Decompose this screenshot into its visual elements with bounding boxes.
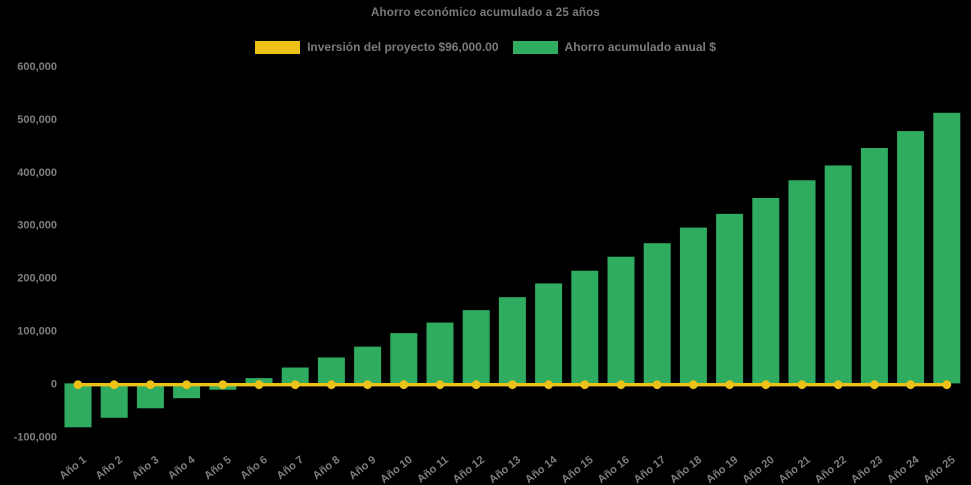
legend-item-investment: Inversión del proyecto $96,000.00 bbox=[255, 40, 499, 54]
bar-año-24 bbox=[897, 131, 925, 384]
investment-marker-8 bbox=[327, 380, 336, 390]
investment-marker-7 bbox=[290, 380, 300, 390]
x-axis-label-año-25: Año 25 bbox=[921, 454, 957, 485]
x-axis-label-año-12: Año 12 bbox=[451, 454, 487, 485]
bar-año-11 bbox=[426, 322, 454, 384]
y-axis-tick-label: 0 bbox=[51, 378, 57, 390]
investment-marker-15 bbox=[580, 380, 590, 390]
bar-año-1 bbox=[64, 383, 92, 428]
investment-swatch-icon bbox=[255, 40, 301, 54]
x-axis-label-año-8: Año 8 bbox=[311, 454, 342, 482]
investment-marker-18 bbox=[689, 380, 698, 390]
x-axis-label-año-7: Año 7 bbox=[275, 454, 306, 482]
legend-label-investment: Inversión del proyecto $96,000.00 bbox=[307, 40, 499, 54]
y-axis-tick-label: 500,000 bbox=[17, 114, 57, 126]
bar-año-25 bbox=[933, 112, 961, 384]
y-axis-tick-label: -100,000 bbox=[14, 431, 57, 443]
savings-swatch-icon bbox=[512, 40, 558, 54]
x-axis-label-año-2: Año 2 bbox=[94, 454, 125, 482]
y-axis-tick-label: 400,000 bbox=[17, 167, 57, 179]
bar-año-19 bbox=[716, 213, 744, 384]
x-axis-label-año-15: Año 15 bbox=[559, 454, 595, 485]
bar-año-20 bbox=[752, 197, 780, 384]
investment-marker-2 bbox=[109, 380, 119, 390]
investment-marker-12 bbox=[471, 380, 481, 390]
x-axis-label-año-24: Año 24 bbox=[885, 453, 922, 485]
investment-marker-20 bbox=[761, 380, 771, 390]
y-axis-tick-label: 600,000 bbox=[17, 61, 57, 73]
x-axis-label-año-23: Año 23 bbox=[849, 454, 885, 485]
investment-marker-10 bbox=[399, 380, 409, 390]
bar-año-9 bbox=[354, 346, 382, 384]
bar-año-14 bbox=[535, 283, 563, 384]
x-axis-label-año-3: Año 3 bbox=[130, 454, 161, 482]
investment-marker-11 bbox=[435, 380, 445, 390]
investment-marker-5 bbox=[218, 380, 228, 390]
investment-marker-19 bbox=[725, 380, 734, 390]
bar-año-22 bbox=[824, 165, 852, 384]
legend-item-savings: Ahorro acumulado anual $ bbox=[512, 40, 716, 54]
x-axis-label-año-1: Año 1 bbox=[57, 454, 88, 482]
x-axis-label-año-16: Año 16 bbox=[596, 454, 632, 485]
investment-marker-14 bbox=[544, 380, 553, 390]
investment-marker-16 bbox=[616, 380, 626, 390]
bar-año-8 bbox=[317, 357, 345, 384]
investment-marker-23 bbox=[870, 380, 879, 390]
x-axis-label-año-4: Año 4 bbox=[166, 453, 198, 482]
x-axis-label-año-13: Año 13 bbox=[487, 454, 523, 485]
y-axis-tick-label: 100,000 bbox=[17, 326, 57, 338]
bar-año-23 bbox=[860, 147, 888, 384]
investment-marker-25 bbox=[942, 380, 952, 390]
x-axis-label-año-19: Año 19 bbox=[704, 454, 740, 485]
investment-marker-21 bbox=[797, 380, 807, 390]
bar-año-13 bbox=[498, 297, 526, 384]
x-axis-label-año-9: Año 9 bbox=[347, 454, 378, 482]
bar-año-12 bbox=[462, 310, 490, 384]
bar-año-21 bbox=[788, 180, 816, 384]
investment-marker-3 bbox=[146, 380, 155, 390]
investment-marker-1 bbox=[73, 380, 83, 390]
x-axis-label-año-5: Año 5 bbox=[202, 454, 233, 482]
x-axis-label-año-11: Año 11 bbox=[415, 454, 451, 485]
bar-año-18 bbox=[679, 227, 707, 384]
legend-label-savings: Ahorro acumulado anual $ bbox=[564, 40, 716, 54]
x-axis-label-año-22: Año 22 bbox=[813, 454, 849, 485]
bar-año-2 bbox=[100, 383, 128, 418]
y-axis-tick-label: 200,000 bbox=[17, 273, 57, 285]
x-axis-label-año-20: Año 20 bbox=[740, 454, 776, 485]
x-axis-label-año-14: Año 14 bbox=[523, 453, 560, 485]
bar-año-16 bbox=[607, 256, 635, 384]
x-axis-label-año-18: Año 18 bbox=[668, 454, 704, 485]
bar-año-15 bbox=[571, 270, 599, 384]
bar-año-7 bbox=[281, 367, 309, 384]
x-axis-label-año-17: Año 17 bbox=[632, 454, 668, 485]
legend: Inversión del proyecto $96,000.00 Ahorro… bbox=[0, 40, 971, 54]
investment-marker-13 bbox=[508, 380, 517, 390]
x-axis-label-año-21: Año 21 bbox=[777, 454, 813, 485]
investment-marker-4 bbox=[182, 380, 192, 390]
investment-marker-9 bbox=[363, 380, 372, 390]
bar-año-4 bbox=[173, 383, 201, 399]
x-axis-label-año-10: Año 10 bbox=[378, 454, 414, 485]
x-axis-label-año-6: Año 6 bbox=[238, 454, 269, 482]
bar-año-17 bbox=[643, 243, 671, 384]
investment-marker-24 bbox=[906, 380, 915, 390]
investment-marker-22 bbox=[833, 380, 843, 390]
investment-marker-17 bbox=[652, 380, 662, 390]
chart-title: Ahorro económico acumulado a 25 años bbox=[371, 7, 600, 19]
investment-marker-6 bbox=[254, 380, 264, 390]
y-axis-tick-label: 300,000 bbox=[17, 220, 57, 232]
bar-año-10 bbox=[390, 333, 418, 384]
